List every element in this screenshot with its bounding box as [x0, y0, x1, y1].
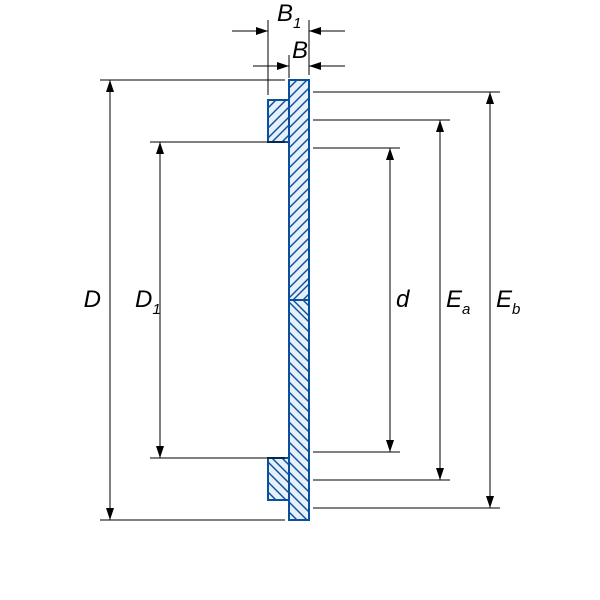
bearing-diagram: B1 B D D1	[0, 0, 600, 600]
svg-text:Ea: Ea	[446, 286, 470, 318]
body-upper	[289, 80, 309, 300]
svg-text:B: B	[292, 37, 308, 64]
svg-text:D1: D1	[135, 286, 161, 318]
label-d-main: d	[396, 286, 410, 313]
label-D-main: D	[84, 286, 101, 313]
label-Ea-sub: a	[462, 301, 470, 318]
dim-D1: D1	[135, 142, 285, 458]
label-B-main: B	[292, 37, 308, 64]
svg-text:Eb: Eb	[496, 286, 520, 318]
label-Eb-main: E	[496, 286, 513, 313]
label-Ea-main: E	[446, 286, 463, 313]
dim-B: B	[253, 37, 345, 78]
dim-D: D	[84, 80, 285, 520]
body-lower	[289, 300, 309, 520]
dim-Ea: Ea	[313, 120, 470, 480]
svg-text:d: d	[396, 286, 410, 313]
svg-text:D: D	[84, 286, 101, 313]
label-B1-main: B	[277, 0, 293, 27]
dim-Eb: Eb	[313, 92, 520, 508]
svg-text:B1: B1	[277, 0, 301, 32]
label-D1-main: D	[135, 286, 152, 313]
label-Eb-sub: b	[512, 301, 520, 318]
label-D1-sub: 1	[152, 301, 160, 318]
label-B1-sub: 1	[293, 15, 301, 32]
dim-d: d	[313, 148, 410, 452]
